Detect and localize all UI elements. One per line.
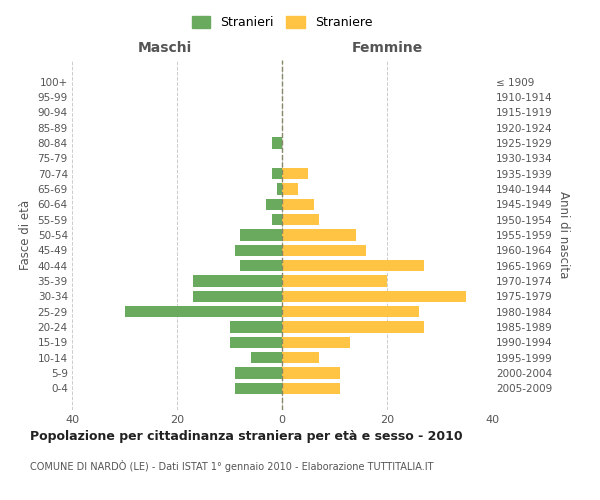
Bar — [282, 168, 308, 179]
Bar — [277, 183, 282, 194]
Bar — [282, 198, 314, 210]
Text: Maschi: Maschi — [137, 41, 191, 55]
Text: Popolazione per cittadinanza straniera per età e sesso - 2010: Popolazione per cittadinanza straniera p… — [30, 430, 463, 443]
Bar — [193, 290, 282, 302]
Bar — [251, 352, 282, 364]
Bar — [282, 229, 355, 241]
Bar — [240, 229, 282, 241]
Bar — [282, 322, 424, 333]
Bar — [282, 368, 340, 379]
Bar — [282, 306, 419, 318]
Y-axis label: Anni di nascita: Anni di nascita — [557, 192, 569, 278]
Bar — [282, 276, 387, 287]
Bar — [282, 183, 298, 194]
Text: Femmine: Femmine — [352, 41, 422, 55]
Bar — [282, 382, 340, 394]
Bar — [229, 322, 282, 333]
Bar — [240, 260, 282, 272]
Bar — [271, 168, 282, 179]
Bar — [282, 244, 366, 256]
Y-axis label: Fasce di età: Fasce di età — [19, 200, 32, 270]
Bar — [271, 137, 282, 148]
Bar — [235, 244, 282, 256]
Bar — [282, 260, 424, 272]
Bar — [229, 336, 282, 348]
Bar — [235, 368, 282, 379]
Bar — [266, 198, 282, 210]
Bar — [235, 382, 282, 394]
Bar — [282, 290, 466, 302]
Bar — [282, 336, 350, 348]
Bar — [125, 306, 282, 318]
Bar — [271, 214, 282, 226]
Text: COMUNE DI NARDÒ (LE) - Dati ISTAT 1° gennaio 2010 - Elaborazione TUTTITALIA.IT: COMUNE DI NARDÒ (LE) - Dati ISTAT 1° gen… — [30, 460, 433, 472]
Legend: Stranieri, Straniere: Stranieri, Straniere — [187, 11, 377, 34]
Bar — [193, 276, 282, 287]
Bar — [282, 214, 319, 226]
Bar — [282, 352, 319, 364]
